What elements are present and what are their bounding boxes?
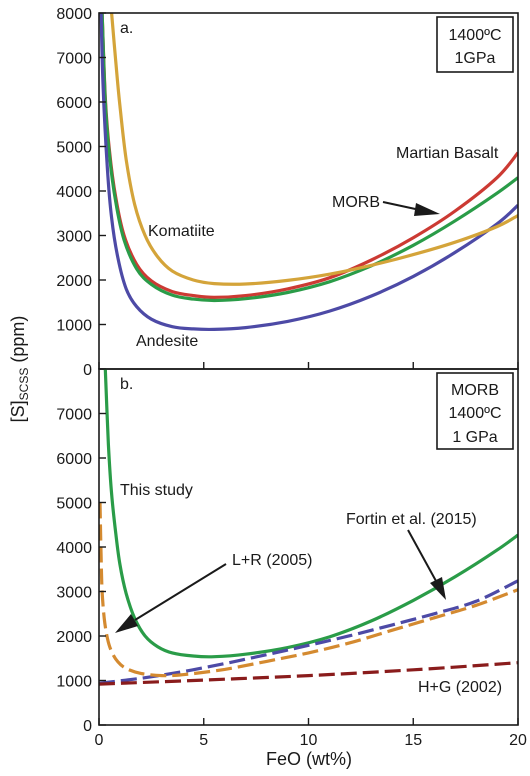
- label-fortin: Fortin et al. (2015): [346, 511, 477, 528]
- y-tick-label: 3000: [56, 229, 92, 246]
- y-tick-label: 7000: [56, 51, 92, 68]
- label-hg: H+G (2002): [418, 679, 502, 696]
- panel-b-curves: [99, 369, 518, 686]
- y-tick-label: 8000: [56, 6, 92, 23]
- arrow-fortin-line: [407, 529, 437, 582]
- y-tick-label: 3000: [56, 585, 92, 602]
- y-tick-label: 1000: [56, 318, 92, 335]
- panel-b-letter: b.: [120, 376, 133, 393]
- arrow-lr-head: [115, 614, 138, 633]
- panel-b-y-ticks: 7000 6000 5000 4000 3000 2000 1000 0: [56, 407, 106, 735]
- label-morb: MORB: [332, 194, 380, 211]
- panel-b-conditions-box: MORB 1400ºC 1 GPa: [436, 372, 514, 450]
- panel-b-composition: MORB: [451, 382, 499, 399]
- series-l-r-2005: [99, 502, 518, 678]
- panel-a-curves: [99, 13, 518, 332]
- y-tick-label: 5000: [56, 140, 92, 157]
- y-tick-label: 0: [83, 718, 92, 735]
- series-andesite: [99, 13, 518, 332]
- y-tick-label: 1000: [56, 674, 92, 691]
- series-h-g-2002: [99, 661, 518, 686]
- x-tick-label: 5: [199, 732, 208, 749]
- panel-a-letter: a.: [120, 20, 133, 37]
- series-this-study: [103, 369, 518, 659]
- y-tick-label: 4000: [56, 184, 92, 201]
- x-ticks: 0 5 10 15 20: [95, 362, 527, 749]
- y-tick-label: 6000: [56, 451, 92, 468]
- y-tick-label: 2000: [56, 629, 92, 646]
- series-morb: [100, 13, 518, 303]
- y-tick-label: 4000: [56, 540, 92, 557]
- panel-b: 7000 6000 5000 4000 3000 2000 1000 0 0 5 10 15 20 b…: [56, 362, 527, 769]
- y-tick-label: 6000: [56, 95, 92, 112]
- panel-b-pressure: 1 GPa: [452, 429, 497, 446]
- x-tick-label: 15: [404, 732, 422, 749]
- label-komatiite: Komatiite: [148, 223, 215, 240]
- panel-a-temperature: 1400ºC: [449, 27, 502, 44]
- arrow-fortin-head: [430, 577, 446, 600]
- x-axis-label: FeO (wt%): [266, 749, 352, 769]
- panel-a: 8000 7000 6000 5000 4000 3000 2000 1000 0 a. 140…: [56, 6, 519, 379]
- x-tick-label: 10: [300, 732, 318, 749]
- series-komatiite: [110, 13, 518, 286]
- arrow-morb-line: [382, 201, 421, 211]
- label-this-study: This study: [120, 482, 193, 499]
- y-tick-label: 2000: [56, 273, 92, 290]
- panel-a-y-ticks: 8000 7000 6000 5000 4000 3000 2000 1000 0: [56, 6, 106, 379]
- arrow-lr-line: [134, 563, 227, 621]
- panel-a-conditions-box: 1400ºC 1GPa: [436, 16, 514, 73]
- label-andesite: Andesite: [136, 333, 198, 350]
- y-tick-label: 5000: [56, 496, 92, 513]
- y-tick-label: 7000: [56, 407, 92, 424]
- series-fortin-et-al-2015: [99, 579, 518, 685]
- arrow-morb-head: [414, 203, 440, 216]
- panel-a-pressure: 1GPa: [455, 50, 496, 67]
- y-tick-label: 0: [83, 362, 92, 379]
- x-tick-label: 0: [95, 732, 104, 749]
- label-martian-basalt: Martian Basalt: [396, 145, 499, 162]
- x-tick-label: 20: [509, 732, 527, 749]
- panel-b-temperature: 1400ºC: [449, 405, 502, 422]
- y-axis-label: [S]SCSS (ppm): [8, 316, 31, 423]
- label-lr: L+R (2005): [232, 552, 313, 569]
